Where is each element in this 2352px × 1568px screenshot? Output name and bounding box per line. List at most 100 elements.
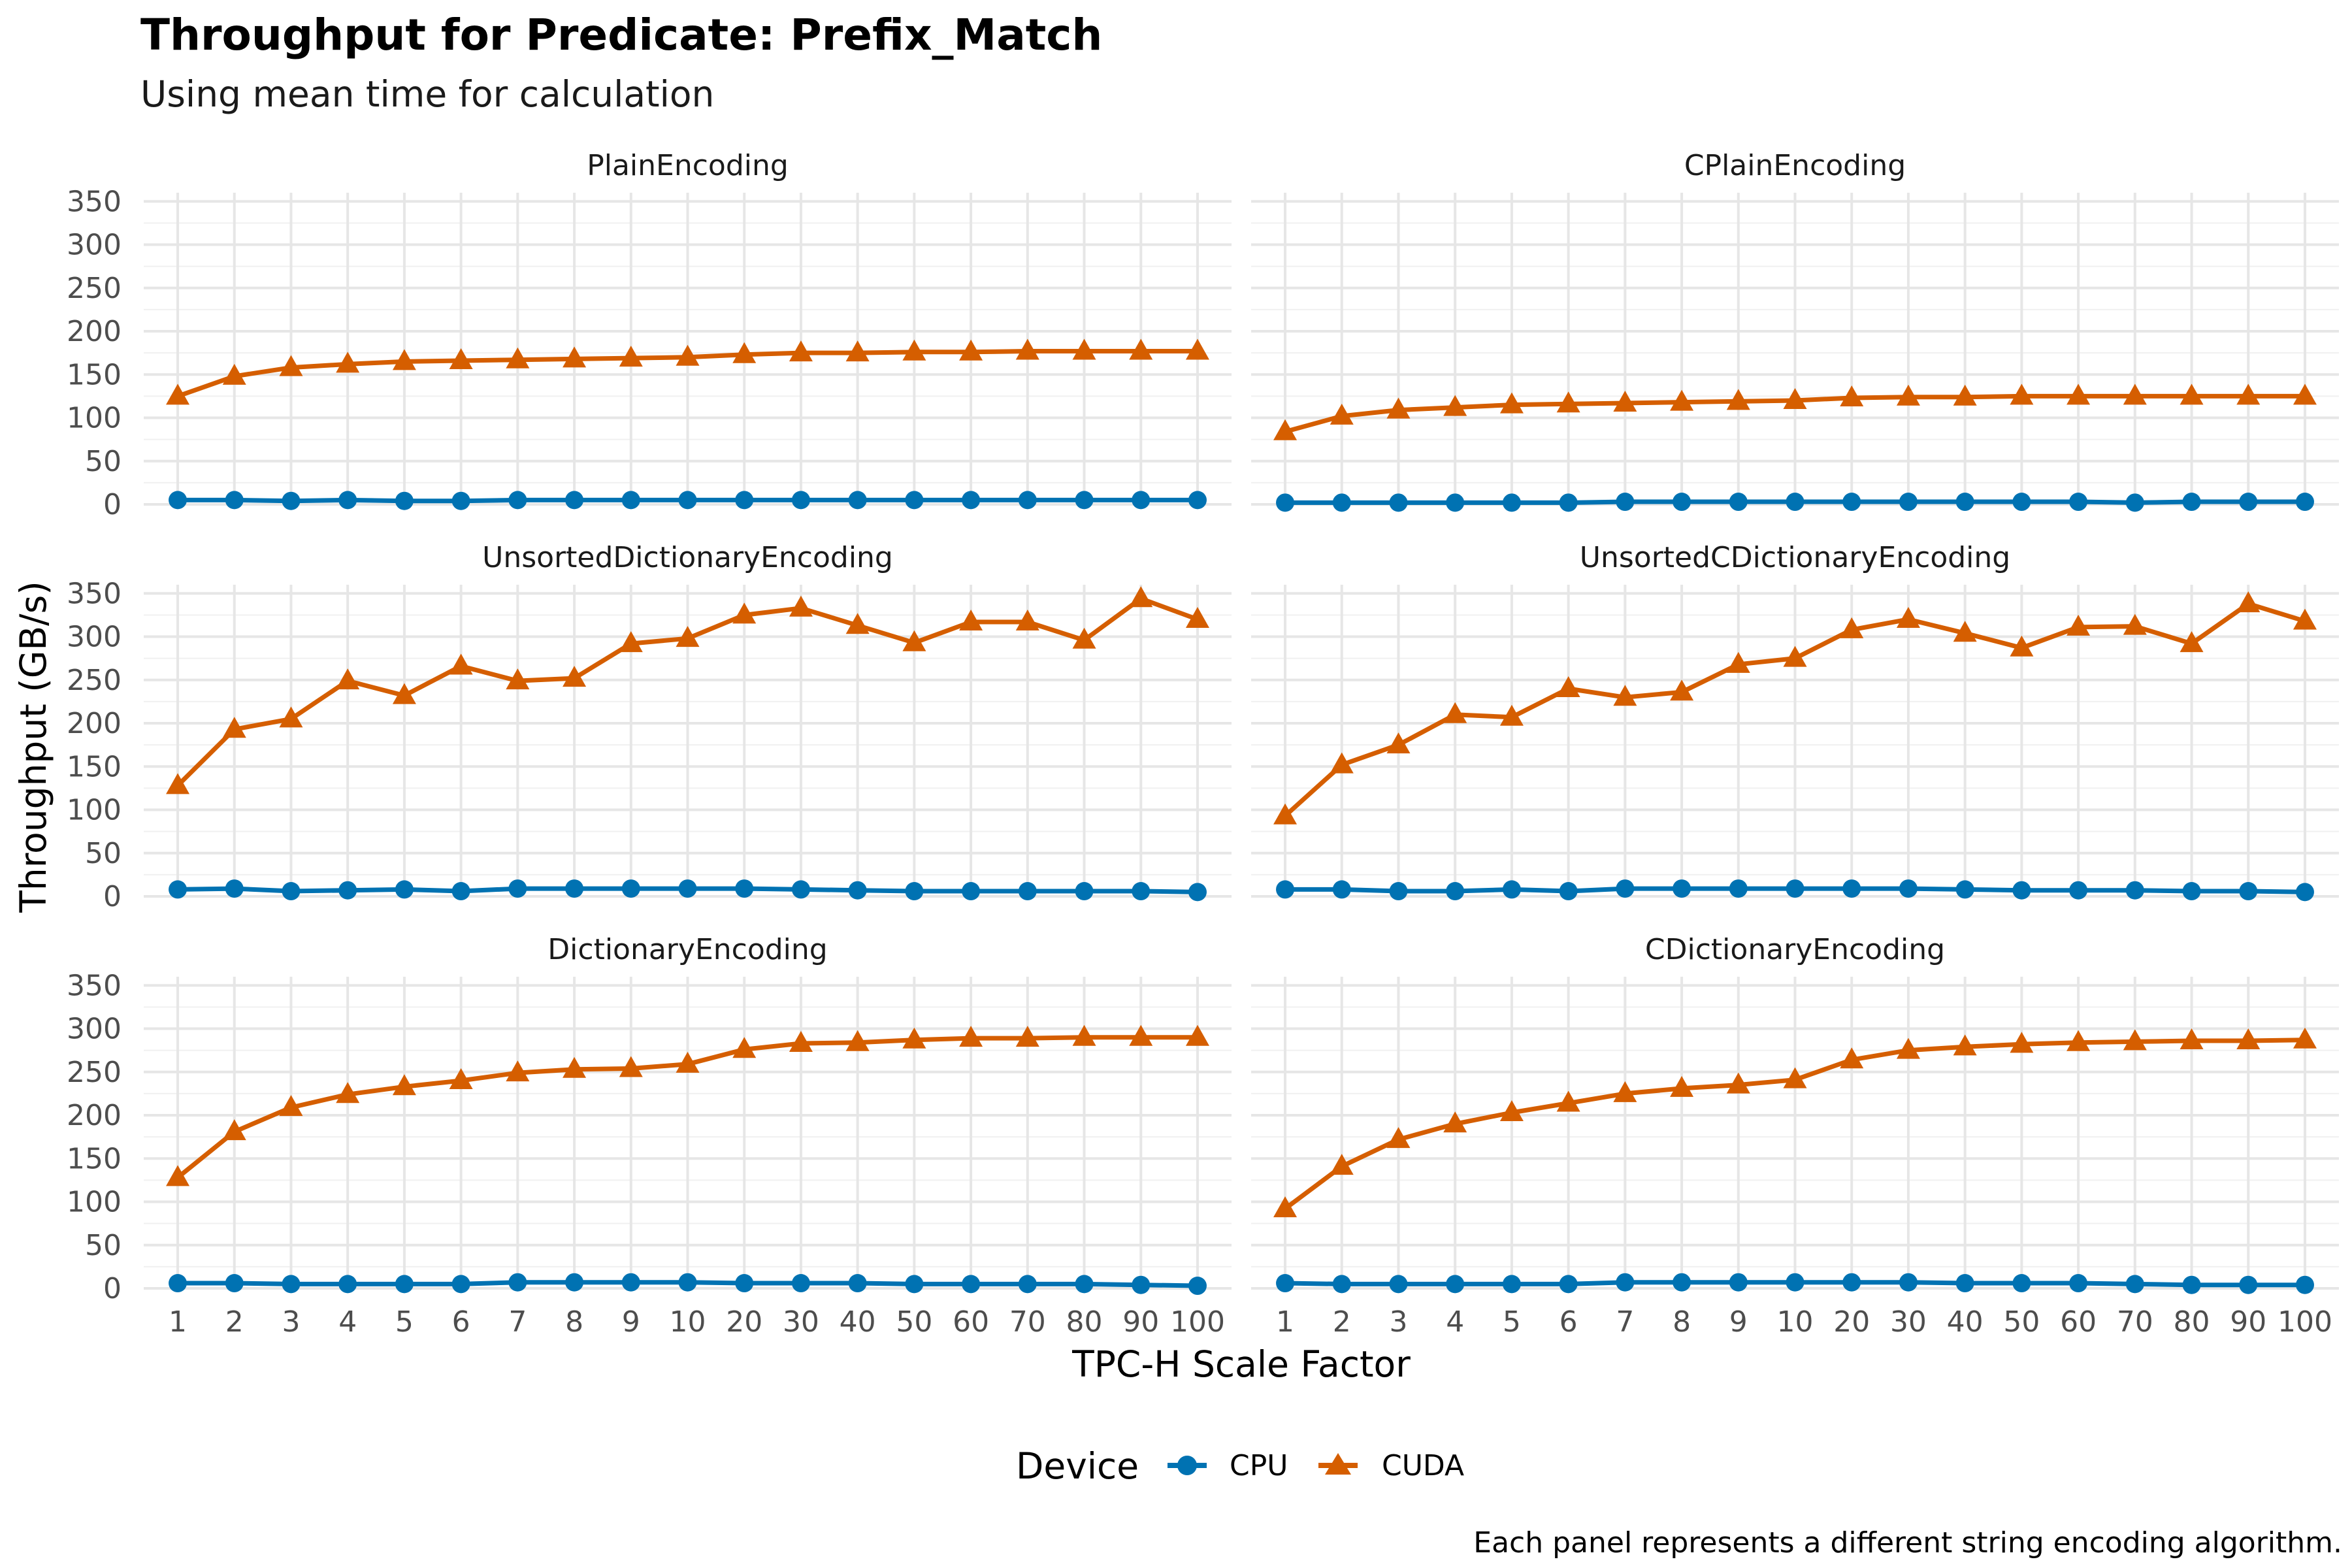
x-tick-label: 8 (1673, 1305, 1691, 1339)
y-tick-label: 350 (67, 969, 122, 1002)
data-point-cuda (1072, 1024, 1096, 1046)
legend: Device CPU CUDA (1016, 1445, 1464, 1487)
data-point-cpu (508, 879, 527, 898)
data-point-cpu (1075, 882, 1094, 901)
x-tick-label: 8 (565, 1305, 583, 1339)
data-point-cpu (565, 879, 584, 898)
data-point-cuda (1273, 803, 1298, 825)
y-tick-label: 50 (85, 837, 122, 870)
data-point-cpu (2182, 1275, 2201, 1294)
data-point-cpu (1899, 879, 1918, 898)
data-point-cpu (2069, 881, 2088, 900)
data-point-cpu (1842, 1273, 1861, 1292)
y-tick-label: 150 (67, 750, 122, 783)
data-point-cuda (619, 631, 643, 653)
data-point-cuda (2066, 384, 2091, 405)
data-point-cpu (395, 1275, 414, 1294)
chart-title: Throughput for Predicate: Prefix_Match (140, 10, 1102, 60)
data-point-cpu (169, 880, 188, 899)
data-point-cuda (1129, 1024, 1153, 1046)
data-point-cuda (2123, 384, 2147, 405)
data-point-cpu (905, 491, 924, 510)
data-point-cuda (845, 613, 870, 634)
data-point-cuda (1129, 338, 1153, 360)
y-tick-label: 300 (67, 229, 122, 262)
x-tick-label: 2 (1333, 1305, 1351, 1339)
data-point-cuda (789, 340, 813, 362)
panel-strip-label: DictionaryEncoding (547, 933, 827, 966)
data-point-cuda (1840, 1047, 1864, 1069)
data-point-cuda (2010, 1032, 2034, 1053)
data-point-cuda (732, 602, 757, 624)
data-point-cpu (2125, 881, 2144, 900)
data-point-cuda (2010, 384, 2034, 405)
data-point-cpu (1075, 1275, 1094, 1294)
data-point-cuda (392, 349, 416, 370)
data-point-cpu (1018, 491, 1037, 510)
data-point-cpu (791, 491, 810, 510)
data-point-cuda (1273, 419, 1298, 440)
data-point-cuda (1330, 1154, 1354, 1175)
data-point-cuda (279, 706, 303, 728)
data-point-cpu (2239, 1275, 2258, 1294)
data-point-cpu (791, 1274, 810, 1293)
data-point-cuda (789, 1031, 813, 1053)
data-point-cpu (1075, 491, 1094, 510)
x-tick-label: 60 (953, 1305, 989, 1339)
data-point-cpu (2239, 882, 2258, 901)
data-point-cpu (1132, 882, 1151, 901)
data-point-cpu (1559, 493, 1578, 512)
y-tick-label: 0 (103, 488, 122, 521)
x-tick-label: 4 (1446, 1305, 1464, 1339)
data-point-cuda (845, 340, 870, 362)
data-point-cuda (1499, 1100, 1524, 1122)
data-point-cuda (1015, 338, 1039, 360)
data-point-cpu (282, 1275, 301, 1294)
x-tick-label: 6 (1560, 1305, 1578, 1339)
data-point-cpu (1559, 882, 1578, 901)
data-point-cpu (2012, 881, 2031, 900)
data-point-cuda (1072, 627, 1096, 649)
panel-strip-label: UnsortedCDictionaryEncoding (1580, 541, 2010, 574)
data-point-cpu (508, 491, 527, 510)
legend-cuda-label: CUDA (1382, 1449, 1464, 1482)
data-point-cpu (2069, 1274, 2088, 1293)
data-point-cpu (1673, 493, 1691, 512)
data-point-cpu (395, 880, 414, 899)
data-point-cpu (282, 882, 301, 901)
data-point-cpu (1899, 493, 1918, 512)
data-point-cuda (1896, 607, 1920, 628)
data-point-cuda (166, 1165, 190, 1186)
data-point-cuda (2123, 613, 2147, 635)
data-point-cpu (338, 491, 357, 510)
data-point-cuda (1015, 609, 1039, 630)
data-point-cuda (619, 346, 643, 367)
x-tick-label: 10 (670, 1305, 706, 1339)
data-point-cpu (1389, 1275, 1408, 1294)
data-point-cuda (732, 342, 757, 363)
y-tick-label: 300 (67, 1013, 122, 1046)
x-tick-label: 100 (1170, 1305, 1225, 1339)
data-point-cuda (959, 339, 983, 361)
data-point-cuda (676, 626, 700, 647)
data-point-cpu (1276, 1274, 1295, 1293)
panel-unsortedcdictionaryencoding: UnsortedCDictionaryEncoding (1251, 541, 2339, 902)
data-point-cpu (1018, 882, 1037, 901)
y-tick-label: 50 (85, 445, 122, 478)
x-tick-label: 6 (452, 1305, 470, 1339)
data-point-cpu (1899, 1273, 1918, 1292)
data-point-cpu (962, 882, 981, 901)
data-point-cpu (565, 491, 584, 510)
data-point-cpu (735, 1274, 754, 1293)
x-tick-label: 80 (2174, 1305, 2210, 1339)
data-point-cuda (1953, 384, 1977, 406)
data-point-cpu (678, 879, 697, 898)
data-point-cuda (1185, 338, 1209, 360)
panel-strip-label: UnsortedDictionaryEncoding (482, 541, 893, 574)
y-tick-label: 250 (67, 1056, 122, 1089)
x-tick-label: 70 (2117, 1305, 2153, 1339)
data-point-cuda (2236, 591, 2261, 613)
data-point-cuda (1726, 1072, 1750, 1094)
